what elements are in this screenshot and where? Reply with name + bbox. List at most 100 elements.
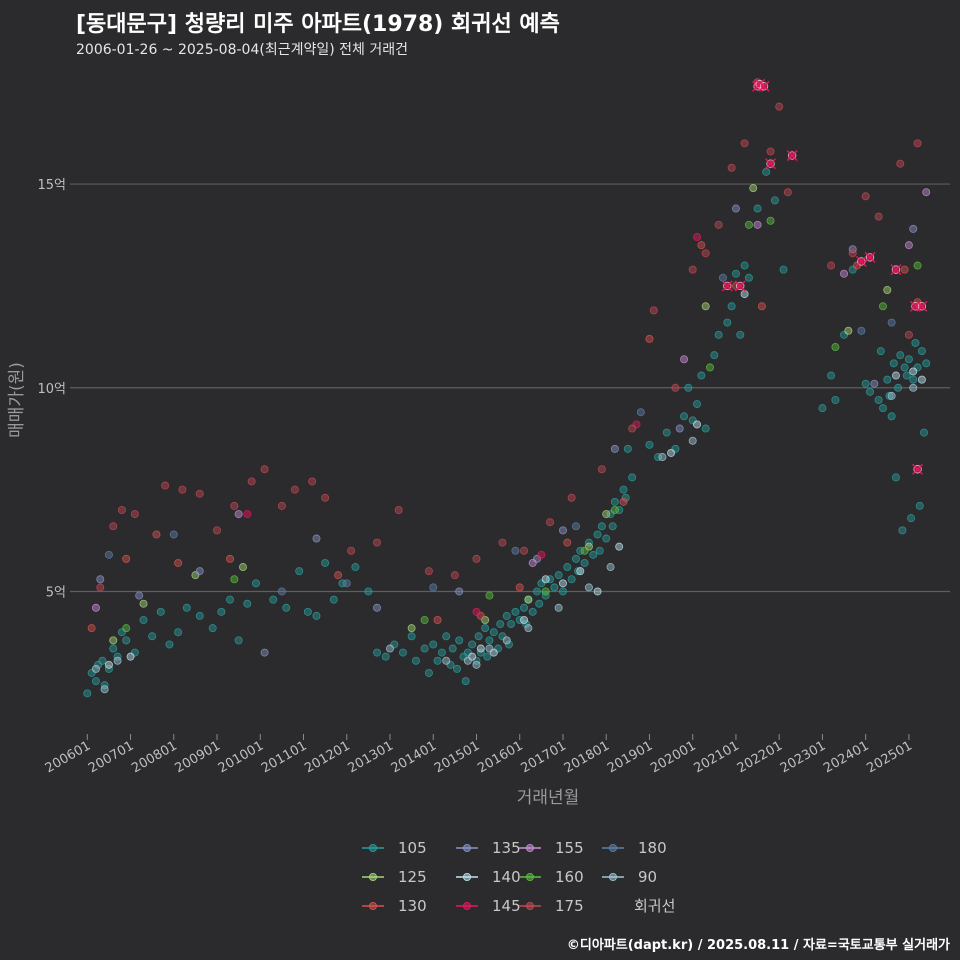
legend-label-140: 140 [492,868,521,886]
data-point-105 [866,387,875,396]
data-point-105 [420,644,429,653]
data-point-105 [619,485,628,494]
legend-marker-160 [526,873,535,882]
data-point-125 [701,302,710,311]
data-point-125 [844,326,853,335]
data-point-175 [394,505,403,514]
x-tick-label: 201301 [346,738,396,776]
data-point-180 [571,522,580,531]
highlight-cross [764,158,777,170]
legend-title: 회귀선 [634,897,675,915]
data-point-105 [407,632,416,641]
data-point-160 [485,591,494,600]
data-point-90 [472,660,481,669]
data-point-160 [878,302,887,311]
data-point-105 [900,363,909,372]
data-point-105 [723,318,732,327]
x-tick-label: 200701 [86,738,136,776]
data-point-135 [96,575,105,584]
data-point-180 [342,579,351,588]
data-point-105 [593,530,602,539]
data-point-105 [122,636,131,645]
data-point-155 [753,220,762,229]
data-point-105 [680,412,689,421]
data-point-105 [818,404,827,413]
data-point-105 [489,628,498,637]
data-point-175 [308,477,317,486]
legend-label-180: 180 [638,839,667,857]
data-point-105 [684,383,693,392]
data-point-105 [398,648,407,657]
data-point-105 [338,579,347,588]
legend-marker-130 [368,902,377,911]
data-point-105 [83,689,92,698]
data-point-175 [546,518,555,527]
data-point-130 [87,624,96,633]
x-tick-label: 202401 [821,738,871,776]
data-point-130 [225,554,234,563]
legend-label-160: 160 [555,868,584,886]
data-point-175 [520,546,529,555]
highlight-cross [786,149,798,162]
data-point-155 [680,355,689,364]
data-point-175 [424,567,433,576]
data-point-105 [522,620,531,629]
data-point-175 [96,583,105,592]
data-point-105 [251,579,260,588]
data-point-175 [783,188,792,197]
data-point-140 [891,371,900,380]
data-point-180 [636,408,645,417]
data-point-90 [442,656,451,665]
data-point-175 [130,510,139,519]
data-point-105 [567,575,576,584]
x-tick-label: 201201 [302,738,352,776]
x-tick-label: 201001 [216,738,266,776]
data-point-105 [736,330,745,339]
data-point-140 [917,375,926,384]
data-point-105 [827,371,836,380]
data-point-155 [904,241,913,250]
y-axis-label: 매매가(원) [7,362,27,438]
legend-label-155: 155 [555,839,584,857]
data-point-105 [623,444,632,453]
data-point-135 [675,424,684,433]
data-point-145 [243,510,252,519]
data-point-135 [373,603,382,612]
data-point-155 [234,510,243,519]
highlight-cross [912,463,924,475]
x-tick-label: 200601 [43,738,93,776]
data-point-105 [269,595,278,604]
data-point-105 [645,440,654,449]
data-point-105 [883,375,892,384]
data-point-155 [840,269,849,278]
data-point-105 [654,453,663,462]
data-point-90 [100,685,109,694]
data-point-135 [558,526,567,535]
data-point-105 [902,371,911,380]
data-point-105 [109,644,118,653]
data-point-105 [714,330,723,339]
legend-label-125: 125 [398,868,427,886]
data-point-125 [524,595,533,604]
data-point-105 [610,497,619,506]
data-point-135 [312,534,321,543]
data-point-160 [230,575,239,584]
data-point-140 [576,567,585,576]
data-point-105 [597,522,606,531]
data-point-105 [217,607,226,616]
data-point-105 [541,591,550,600]
x-tick-label: 201801 [562,738,612,776]
highlight-cross [890,264,902,276]
data-point-180 [104,550,113,559]
data-point-140 [593,587,602,596]
data-point-155 [91,603,100,612]
data-point-105 [453,664,462,673]
data-point-105 [550,583,559,592]
data-point-105 [831,395,840,404]
data-point-105 [710,351,719,360]
data-point-105 [584,538,593,547]
data-point-105 [295,567,304,576]
legend-marker-105 [368,844,377,853]
data-point-175 [230,501,239,510]
data-point-105 [455,636,464,645]
